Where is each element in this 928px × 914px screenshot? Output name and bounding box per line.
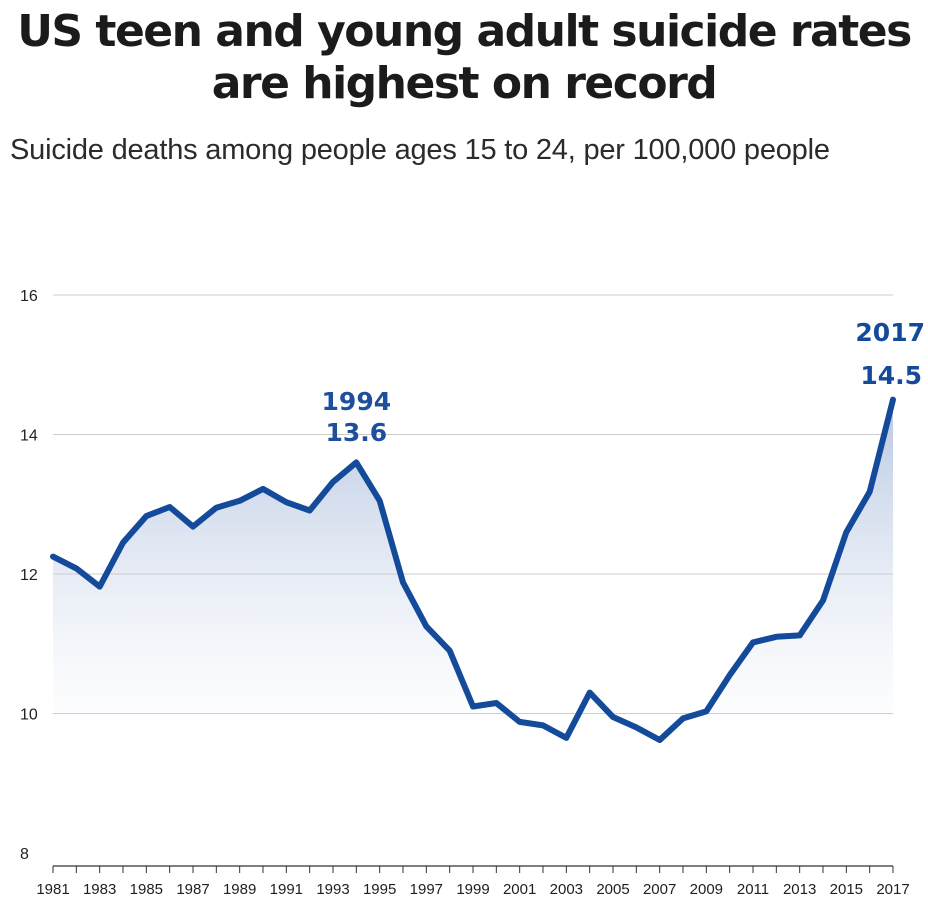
data-point-1985 (145, 515, 147, 517)
y-tick-label-8: 8 (20, 846, 29, 863)
data-point-1995 (379, 500, 381, 502)
data-point-2003 (565, 737, 567, 739)
y-tick-label-10: 10 (20, 707, 38, 724)
x-tick-label-1995: 1995 (363, 881, 396, 898)
data-point-2017 (892, 399, 894, 401)
data-point-1986 (169, 506, 171, 508)
y-tick-label-16: 16 (20, 288, 38, 305)
x-tick-label-1985: 1985 (130, 881, 163, 898)
data-point-1988 (215, 507, 217, 509)
chart-subtitle: Suicide deaths among people ages 15 to 2… (10, 134, 830, 166)
data-point-1987 (192, 526, 194, 528)
data-point-2002 (542, 724, 544, 726)
area-fill (53, 399, 893, 742)
x-tick-label-1993: 1993 (316, 881, 349, 898)
annotation-1994-year: 1994 (322, 387, 392, 416)
data-point-2014 (822, 600, 824, 602)
y-tick-label-14: 14 (20, 428, 38, 445)
data-point-1990 (262, 488, 264, 490)
x-tick-label-1997: 1997 (410, 881, 443, 898)
chart-title-line-2: are highest on record (211, 58, 718, 109)
annotation-2017-value: 14.5 (860, 361, 922, 390)
x-tick-label-1983: 1983 (83, 881, 116, 898)
x-tick-label-2015: 2015 (830, 881, 863, 898)
data-point-1989 (239, 500, 241, 502)
annotation-1994-value: 13.6 (325, 418, 387, 447)
x-tick-label-1981: 1981 (36, 881, 69, 898)
data-point-1999 (472, 706, 474, 708)
x-tick-label-2009: 2009 (690, 881, 723, 898)
x-tick-label-1999: 1999 (456, 881, 489, 898)
data-point-1994 (355, 461, 357, 463)
data-point-1982 (75, 567, 77, 569)
data-point-1993 (332, 481, 334, 483)
data-point-1981 (52, 556, 54, 558)
data-point-2005 (612, 716, 614, 718)
data-point-2006 (635, 726, 637, 728)
x-tick-label-2001: 2001 (503, 881, 536, 898)
data-point-1984 (122, 542, 124, 544)
annotation-2017-year: 2017 (855, 318, 925, 347)
x-tick-label-2013: 2013 (783, 881, 816, 898)
data-point-2010 (729, 674, 731, 676)
data-point-2004 (589, 692, 591, 694)
x-tick-label-2003: 2003 (550, 881, 583, 898)
data-point-2000 (495, 702, 497, 704)
data-point-2007 (659, 739, 661, 741)
x-tick-label-1987: 1987 (176, 881, 209, 898)
chart-title: US teen and young adult suicide rates ar… (0, 6, 928, 110)
data-point-2011 (752, 641, 754, 643)
data-point-1983 (99, 586, 101, 588)
data-point-2012 (775, 636, 777, 638)
data-point-2009 (705, 710, 707, 712)
data-point-1996 (402, 581, 404, 583)
chart-title-line-1: US teen and young adult suicide rates (17, 6, 912, 57)
data-point-1991 (285, 501, 287, 503)
data-point-2008 (682, 717, 684, 719)
data-point-1992 (309, 510, 311, 512)
data-point-1998 (449, 650, 451, 652)
data-point-2013 (799, 634, 801, 636)
x-tick-label-2007: 2007 (643, 881, 676, 898)
data-point-2001 (519, 721, 521, 723)
x-tick-label-1991: 1991 (270, 881, 303, 898)
data-point-2016 (869, 491, 871, 493)
data-point-2015 (845, 531, 847, 533)
data-point-1997 (425, 625, 427, 627)
x-tick-label-2017: 2017 (876, 881, 909, 898)
x-tick-label-2011: 2011 (737, 881, 769, 898)
x-tick-label-1989: 1989 (223, 881, 256, 898)
x-tick-label-2005: 2005 (596, 881, 629, 898)
y-tick-label-12: 12 (20, 567, 38, 584)
